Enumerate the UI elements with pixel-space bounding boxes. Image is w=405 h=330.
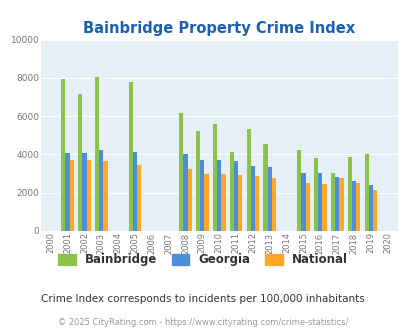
Bar [99,150,103,231]
Bar [103,161,107,231]
Bar [238,176,242,231]
Bar [351,181,355,231]
Bar [322,184,326,231]
Bar [82,153,86,231]
Bar [372,190,376,231]
Legend: Bainbridge, Georgia, National: Bainbridge, Georgia, National [58,253,347,266]
Bar [86,160,90,231]
Bar [296,150,301,231]
Bar [196,131,200,231]
Bar [318,173,322,231]
Bar [313,158,318,231]
Title: Bainbridge Property Crime Index: Bainbridge Property Crime Index [83,21,354,36]
Bar [95,77,99,231]
Bar [221,174,225,231]
Bar [183,154,187,231]
Bar [229,151,233,231]
Bar [271,178,275,231]
Bar [305,183,309,231]
Bar [254,177,259,231]
Bar [200,160,204,231]
Bar [368,185,372,231]
Bar [217,160,221,231]
Bar [330,173,334,231]
Bar [65,152,70,231]
Bar [339,178,343,231]
Bar [334,178,339,231]
Bar [267,167,271,231]
Bar [179,113,183,231]
Bar [78,94,82,231]
Bar [128,82,132,231]
Text: Crime Index corresponds to incidents per 100,000 inhabitants: Crime Index corresponds to incidents per… [41,294,364,304]
Bar [250,166,254,231]
Bar [204,174,208,231]
Bar [187,169,192,231]
Bar [301,173,305,231]
Bar [355,183,360,231]
Bar [70,160,74,231]
Bar [137,165,141,231]
Text: © 2025 CityRating.com - https://www.cityrating.com/crime-statistics/: © 2025 CityRating.com - https://www.city… [58,318,347,327]
Bar [246,129,250,231]
Bar [212,124,217,231]
Bar [263,144,267,231]
Bar [364,154,368,231]
Bar [347,157,351,231]
Bar [233,161,238,231]
Bar [132,151,137,231]
Bar [61,79,65,231]
